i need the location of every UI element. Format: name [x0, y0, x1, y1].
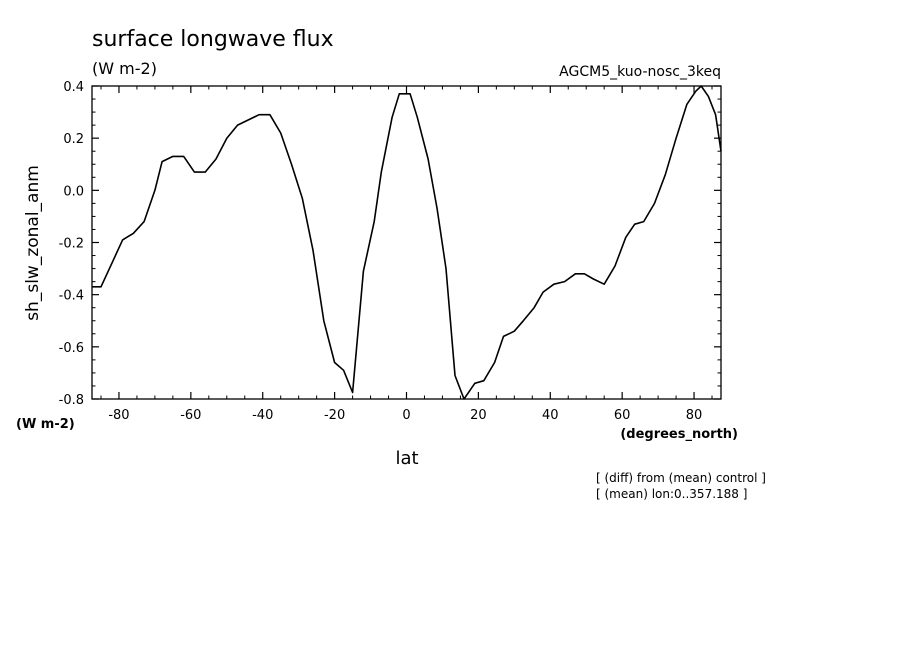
x-tick-label: -40: [252, 408, 273, 423]
y-tick-label: 0.2: [63, 132, 84, 147]
chart-subtitle: (W m-2): [92, 59, 157, 78]
x-tick-label: 80: [686, 408, 703, 423]
y-tick-label: -0.2: [59, 237, 84, 252]
x-tick-label: -80: [108, 408, 129, 423]
series-line: [92, 85, 722, 400]
y-axis-label: sh_slw_zonal_anm: [23, 165, 43, 321]
y-tick-label: 0.0: [63, 184, 84, 199]
x-tick-label: 60: [614, 408, 631, 423]
x-tick-label: 0: [402, 408, 410, 423]
plot-frame: [91, 85, 722, 400]
series-group: [92, 85, 722, 400]
x-tick-label: -60: [180, 408, 201, 423]
y-tick-label: -0.6: [59, 341, 84, 356]
x-axis-label: lat: [395, 448, 418, 469]
y-axis-ticks: 0.4 0.2 0.0 -0.2 -0.4 -0.6 -0.8: [59, 80, 721, 408]
x-axis-units: (degrees_north): [620, 427, 738, 442]
chart-title: surface longwave flux: [92, 27, 334, 52]
x-axis-ticks: -80 -60 -40 -20 0 20 40 60 80: [100, 86, 713, 423]
x-tick-label: 20: [470, 408, 487, 423]
y-tick-label: -0.8: [59, 393, 84, 408]
y-axis-units: (W m-2): [16, 417, 75, 432]
mean-note: [ (mean) lon:0..357.188 ]: [596, 487, 747, 501]
x-tick-label: -20: [324, 408, 345, 423]
y-tick-label: -0.4: [59, 289, 84, 304]
diff-note: [ (diff) from (mean) control ]: [596, 471, 766, 485]
run-label: AGCM5_kuo-nosc_3keq: [559, 64, 721, 80]
x-tick-label: 40: [542, 408, 559, 423]
y-tick-label: 0.4: [63, 80, 84, 95]
